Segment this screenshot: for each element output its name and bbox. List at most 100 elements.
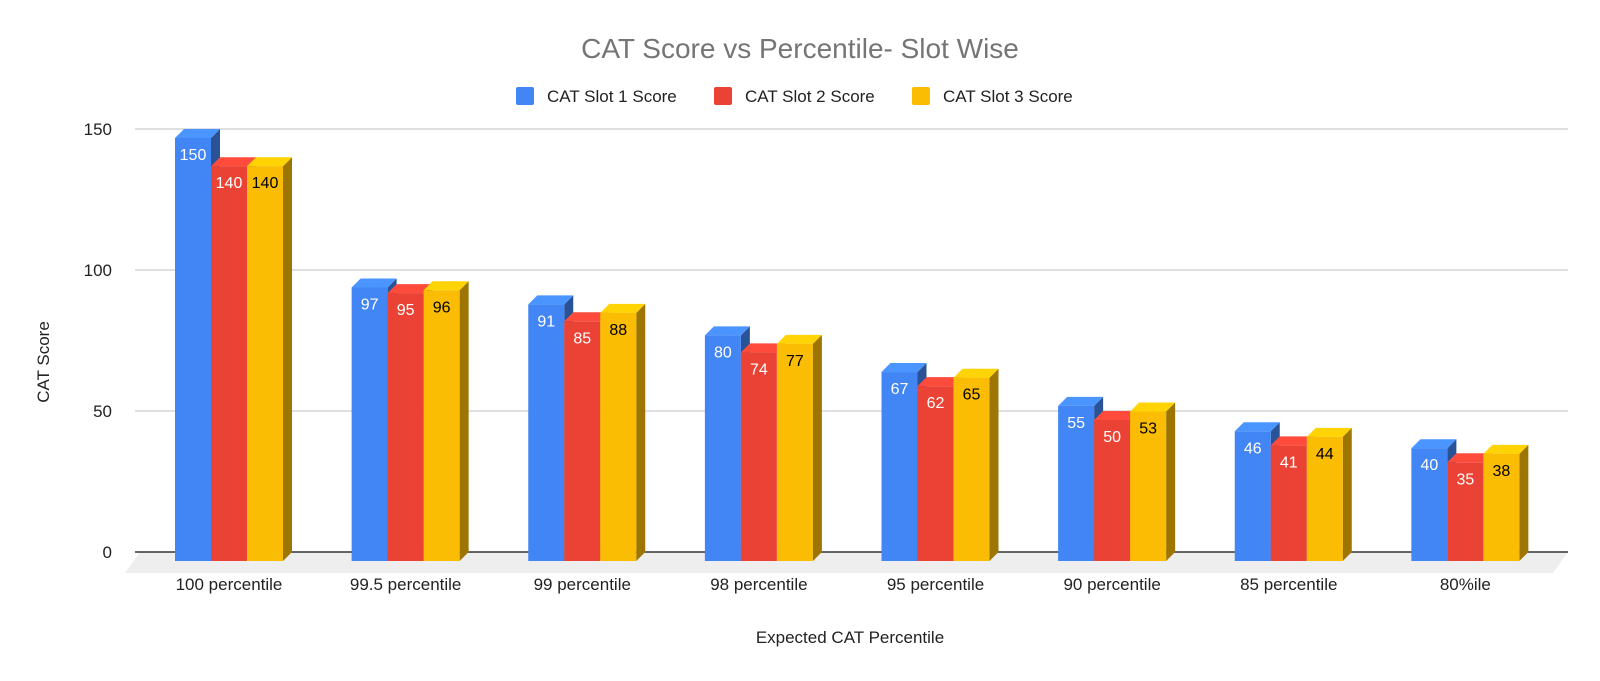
x-tick-label: 100 percentile <box>176 575 283 594</box>
bar-top <box>1094 411 1140 420</box>
data-label: 62 <box>927 395 945 412</box>
y-tick-label: 50 <box>93 402 112 421</box>
chart-floor <box>125 551 1568 573</box>
chart-title: CAT Score vs Percentile- Slot Wise <box>581 33 1019 64</box>
legend-item: CAT Slot 2 Score <box>714 87 875 106</box>
bar-top <box>564 312 610 322</box>
data-label: 74 <box>750 361 768 378</box>
data-label: 77 <box>786 353 804 370</box>
legend-item: CAT Slot 1 Score <box>516 87 677 106</box>
legend: CAT Slot 1 Score CAT Slot 2 Score CAT Slot… <box>516 87 1073 106</box>
bar-top <box>1270 436 1316 446</box>
data-label: 140 <box>252 175 279 192</box>
bar-top <box>211 157 256 167</box>
bar-front <box>247 166 283 561</box>
legend-label: CAT Slot 1 Score <box>547 87 677 106</box>
bars: 150 140 140 97 95 96 91 85 88 80 74 77 67 62 65 55 50 53 4… <box>175 129 1529 561</box>
x-tick-label: 98 percentile <box>710 575 807 594</box>
bar-top <box>387 284 433 294</box>
bar-front <box>423 290 460 561</box>
bar-front <box>211 166 247 561</box>
data-label: 38 <box>1492 463 1510 480</box>
bar-side <box>1519 444 1529 561</box>
bar-side <box>812 334 822 561</box>
y-tick-label: 150 <box>84 120 112 139</box>
bar-top <box>776 334 822 344</box>
legend-label: CAT Slot 2 Score <box>745 87 875 106</box>
data-label: 95 <box>397 302 415 319</box>
bar-front <box>1411 448 1448 561</box>
data-label: 44 <box>1316 446 1334 463</box>
data-label: 46 <box>1244 440 1262 457</box>
bar-top <box>423 281 469 291</box>
bar-side <box>1166 402 1176 561</box>
bar-side <box>636 303 646 561</box>
bar-front <box>387 293 424 561</box>
bar-front <box>881 372 918 561</box>
bar-top <box>600 303 646 313</box>
y-axis-title: CAT Score <box>34 321 53 403</box>
bar-front <box>528 304 565 561</box>
x-tick-label: 99.5 percentile <box>350 575 462 594</box>
bar-top <box>1058 396 1104 406</box>
data-label: 88 <box>609 322 627 339</box>
bar-front <box>704 335 741 561</box>
bar: 88 <box>600 303 646 561</box>
bar: 67 <box>881 363 927 561</box>
bar: 38 <box>1483 444 1529 561</box>
legend-swatch <box>912 87 930 105</box>
bar-side <box>459 281 469 561</box>
bar-front <box>1234 431 1271 561</box>
bar: 44 <box>1306 427 1352 561</box>
y-axis-ticks: 0 50 100 150 <box>84 120 112 562</box>
data-label: 150 <box>180 147 207 164</box>
bar-top <box>528 295 574 305</box>
bar-top <box>1447 453 1493 463</box>
bar-front <box>917 386 954 561</box>
x-tick-label: 95 percentile <box>887 575 984 594</box>
gridlines <box>135 128 1568 412</box>
bar-front <box>776 343 813 561</box>
bar-front <box>953 377 990 561</box>
bar: 77 <box>776 334 822 561</box>
data-label: 96 <box>433 299 451 316</box>
bar-front <box>1094 420 1131 561</box>
x-tick-label: 90 percentile <box>1063 575 1160 594</box>
legend-swatch <box>516 87 534 105</box>
bar-front <box>175 138 211 561</box>
data-label: 53 <box>1139 421 1157 438</box>
bar-top <box>881 363 927 373</box>
data-label: 91 <box>537 313 555 330</box>
bar-top <box>247 157 292 167</box>
bar-top <box>953 368 999 378</box>
x-tick-label: 99 percentile <box>534 575 631 594</box>
bar-top <box>1130 402 1176 412</box>
bar-front <box>1058 405 1095 561</box>
bar: 96 <box>423 281 469 561</box>
floor-plane <box>125 552 1568 573</box>
data-label: 65 <box>963 387 981 404</box>
legend-item: CAT Slot 3 Score <box>912 87 1073 106</box>
x-axis-title: Expected CAT Percentile <box>756 628 944 647</box>
bar-front <box>1130 411 1167 561</box>
bar-front <box>1483 453 1520 561</box>
bar-top <box>917 377 963 387</box>
data-label: 40 <box>1420 457 1438 474</box>
x-tick-label: 80%ile <box>1440 575 1491 594</box>
bar-side <box>989 368 999 561</box>
bar-side <box>283 157 292 561</box>
bar: 140 <box>247 157 292 561</box>
legend-label: CAT Slot 3 Score <box>943 87 1073 106</box>
bar-front <box>1447 462 1484 561</box>
data-label: 35 <box>1456 471 1474 488</box>
bar: 53 <box>1130 402 1176 561</box>
data-label: 55 <box>1067 415 1085 432</box>
bar-top <box>704 326 750 336</box>
bar-front <box>1306 436 1343 561</box>
bar-top <box>175 129 220 138</box>
data-label: 67 <box>891 381 909 398</box>
data-label: 140 <box>216 175 243 192</box>
bar-front <box>1270 445 1307 561</box>
